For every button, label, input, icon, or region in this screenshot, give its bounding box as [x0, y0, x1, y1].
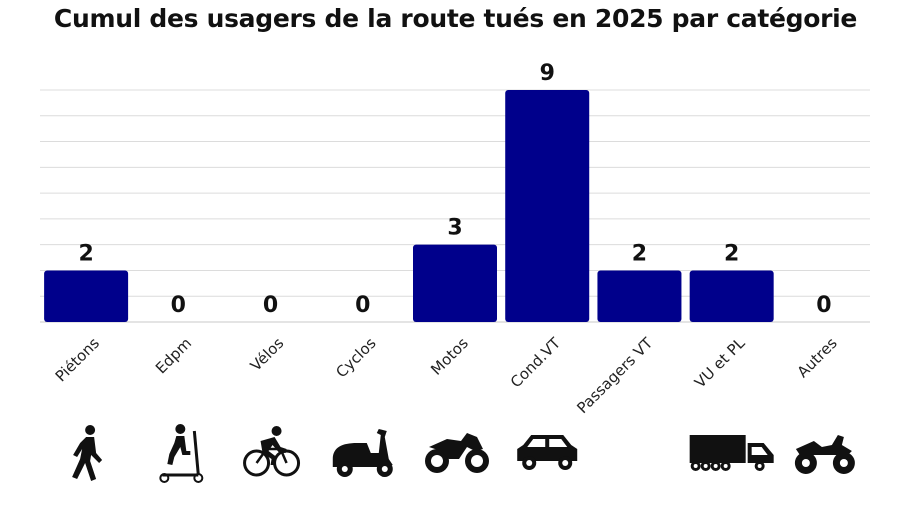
- quad-icon: [794, 435, 855, 474]
- category-icons: [72, 424, 855, 483]
- value-label: 2: [724, 241, 739, 266]
- value-label: 2: [78, 241, 93, 266]
- pedestrian-icon: [72, 425, 103, 481]
- bar: [689, 270, 774, 322]
- scooter-icon: [159, 424, 204, 483]
- category-label: Cond.VT: [507, 334, 565, 392]
- value-label: 9: [540, 61, 555, 86]
- category-label: Edpm: [152, 334, 195, 377]
- car-icon: [517, 435, 578, 470]
- category-label: Cyclos: [332, 334, 379, 381]
- moped-icon: [332, 429, 393, 477]
- category-label: VU et PL: [691, 334, 749, 392]
- value-labels: 2 0 0 0 3 9 2 2 0: [78, 61, 831, 318]
- truck-icon: [689, 435, 774, 471]
- chart-title: Cumul des usagers de la route tués en 20…: [53, 4, 858, 33]
- bar: [44, 270, 129, 322]
- bar: [413, 244, 497, 322]
- bar: [597, 270, 682, 322]
- bars: [44, 90, 774, 322]
- category-label: Piétons: [52, 334, 103, 385]
- value-label: 0: [263, 293, 278, 318]
- category-label: Motos: [427, 334, 472, 379]
- value-label: 3: [447, 216, 462, 241]
- value-label: 0: [816, 293, 831, 318]
- category-label: Passagers VT: [573, 334, 657, 418]
- bicycle-icon: [243, 426, 301, 477]
- category-label: Vélos: [247, 334, 288, 375]
- bar: [505, 90, 590, 322]
- category-label: Autres: [794, 334, 841, 381]
- category-labels: Piétons Edpm Vélos Cyclos Motos Cond.VT Passag…: [52, 334, 841, 418]
- value-label: 0: [171, 293, 186, 318]
- motorcycle-icon: [425, 433, 489, 473]
- value-label: 0: [355, 293, 370, 318]
- value-label: 2: [632, 241, 647, 266]
